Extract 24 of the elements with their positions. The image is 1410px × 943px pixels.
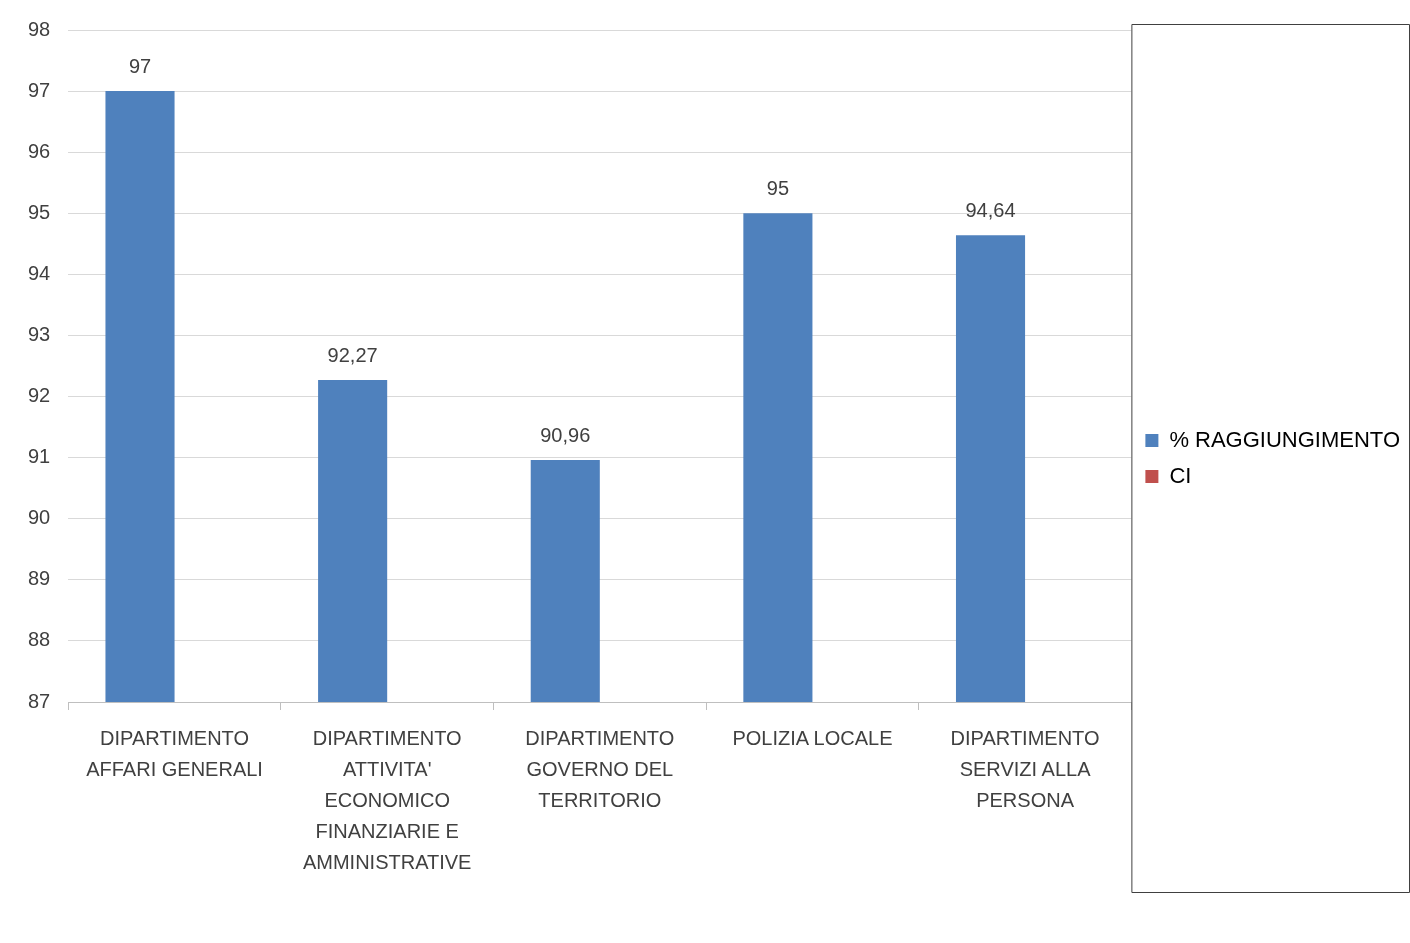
data-label: 97: [128, 54, 152, 77]
x-tick-label: DIPARTIMENTO ATTIVITA' ECONOMICO FINANZIARIE E AMMINISTRATIVE: [302, 727, 472, 874]
x-tick-label: POLIZIA LOCALE: [732, 727, 893, 750]
y-tick-label: 91: [28, 445, 51, 468]
y-tick-label: 88: [28, 628, 51, 651]
data-label: 90,96: [540, 423, 591, 446]
data-label: 94,64: [965, 198, 1016, 221]
x-tick-label: DIPARTIMENTO AFFARI GENERALI: [86, 727, 263, 781]
legend-label: % RAGGIUNGIMENTO: [1169, 426, 1401, 452]
data-label: 95: [766, 176, 790, 199]
y-tick-label: 98: [28, 17, 51, 40]
y-tick-label: 97: [28, 78, 51, 101]
y-tick-label: 87: [28, 689, 51, 712]
x-tick-label: DIPARTIMENTO GOVERNO DEL TERRITORIO: [525, 727, 675, 812]
y-tick-label: 95: [28, 200, 51, 223]
y-tick-label: 93: [28, 322, 51, 345]
y-tick-label: 94: [28, 261, 51, 284]
data-label: 92,27: [327, 343, 378, 366]
legend-label: CI: [1169, 462, 1192, 488]
y-tick-label: 89: [28, 567, 51, 590]
y-tick-label: 90: [28, 506, 51, 529]
y-tick-label: 92: [28, 384, 51, 407]
x-tick-label: DIPARTIMENTO SERVIZI ALLA PERSONA: [950, 727, 1100, 812]
y-tick-label: 96: [28, 139, 51, 162]
